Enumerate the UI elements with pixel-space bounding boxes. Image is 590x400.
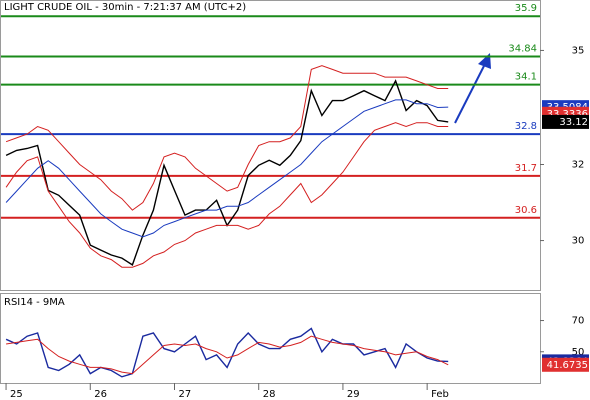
trend-arrow — [454, 61, 487, 124]
level-label: 34.84 — [508, 44, 537, 55]
rsi-panel — [0, 293, 541, 384]
x-tick-label: 25 — [10, 389, 23, 400]
series-line — [6, 335, 449, 375]
value-badge — [542, 357, 589, 372]
rsi-title: RSI14 - 9MA — [4, 297, 65, 308]
x-tick-label: 28 — [263, 389, 276, 400]
level-label: 32.8 — [515, 121, 537, 132]
y-tick-label: 50 — [572, 347, 585, 358]
level-label: 35.9 — [515, 3, 537, 14]
x-tick-label: 26 — [94, 389, 107, 400]
y-tick-label: 30 — [572, 236, 585, 247]
y-tick-label: 70 — [572, 316, 585, 327]
x-tick-label: 27 — [178, 389, 191, 400]
series-line — [5, 99, 449, 238]
y-tick-label: 35 — [572, 45, 585, 56]
x-tick-label: 29 — [347, 389, 360, 400]
price-panel — [0, 0, 541, 291]
value-badge-label: 41.6735 — [547, 360, 588, 371]
series-line — [5, 65, 449, 211]
value-badge-label: 33.12 — [559, 117, 588, 128]
level-label: 34.1 — [515, 72, 537, 83]
chart-title: LIGHT CRUDE OIL - 30min - 7:21:37 AM (UT… — [4, 2, 246, 13]
value-badge — [542, 114, 589, 129]
level-label: 31.7 — [515, 163, 537, 174]
value-badge-label: 33.3336 — [547, 109, 588, 120]
x-tick-label: Feb — [431, 389, 449, 400]
series-line — [5, 122, 449, 268]
series-line — [5, 327, 449, 378]
level-label: 30.6 — [515, 205, 537, 216]
y-tick-label: 32 — [572, 160, 585, 171]
